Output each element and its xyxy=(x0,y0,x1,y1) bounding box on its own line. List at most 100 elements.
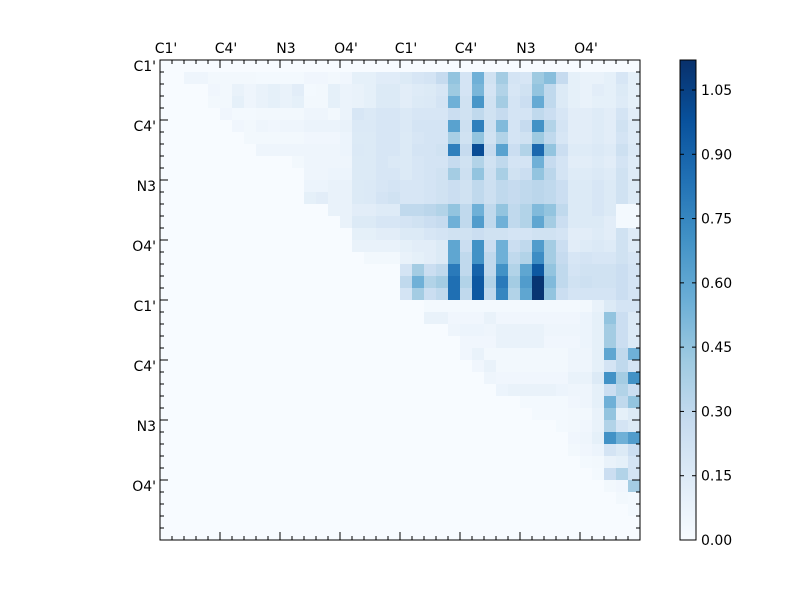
heatmap-cell xyxy=(340,84,352,96)
heatmap-cell xyxy=(472,144,484,156)
heatmap-cell xyxy=(424,144,436,156)
heatmap-cell xyxy=(424,300,436,312)
heatmap-cell xyxy=(472,252,484,264)
heatmap-cell xyxy=(400,168,412,180)
heatmap-cell xyxy=(628,480,640,492)
heatmap-cell xyxy=(592,144,604,156)
heatmap-cell xyxy=(484,240,496,252)
heatmap-cell xyxy=(616,180,628,192)
heatmap-cell xyxy=(244,72,256,84)
colorbar-gradient xyxy=(679,59,697,541)
heatmap-cell xyxy=(340,180,352,192)
heatmap-cell xyxy=(448,312,460,324)
heatmap-cell xyxy=(220,108,232,120)
heatmap-cell xyxy=(376,96,388,108)
heatmap-cell xyxy=(448,144,460,156)
heatmap-cell xyxy=(304,180,316,192)
x-tick-label: C4' xyxy=(455,41,478,57)
heatmap-cell xyxy=(604,252,616,264)
heatmap-cell xyxy=(592,312,604,324)
x-tick-label: C1' xyxy=(395,41,418,57)
heatmap-cell xyxy=(484,228,496,240)
heatmap-cell xyxy=(472,348,484,360)
heatmap-cell xyxy=(472,180,484,192)
heatmap-cell xyxy=(520,180,532,192)
heatmap-cell xyxy=(508,132,520,144)
heatmap-cell xyxy=(352,84,364,96)
heatmap-cell xyxy=(616,192,628,204)
heatmap-cell xyxy=(520,312,532,324)
heatmap-cell xyxy=(556,96,568,108)
heatmap-cell xyxy=(568,84,580,96)
heatmap-cell xyxy=(580,204,592,216)
colorbar-ticks: 0.00 0.15 0.30 0.45 0.60 0.75 0.90 1.05 xyxy=(680,83,732,549)
heatmap-cell xyxy=(364,252,376,264)
heatmap-cell xyxy=(520,360,532,372)
heatmap-cell xyxy=(544,348,556,360)
heatmap-cell xyxy=(412,168,424,180)
heatmap-cell xyxy=(604,456,616,468)
heatmap-cell xyxy=(628,456,640,468)
heatmap-cell xyxy=(496,348,508,360)
heatmap-cell xyxy=(580,456,592,468)
heatmap-cell xyxy=(484,276,496,288)
heatmap-cell xyxy=(376,216,388,228)
heatmap-cell xyxy=(580,444,592,456)
heatmap-cell xyxy=(424,168,436,180)
heatmap-cell xyxy=(280,72,292,84)
heatmap-cell xyxy=(592,372,604,384)
heatmap-cell xyxy=(628,420,640,432)
heatmap-cell xyxy=(604,240,616,252)
heatmap-cell xyxy=(616,336,628,348)
heatmap-cell xyxy=(292,96,304,108)
heatmap-cell xyxy=(616,96,628,108)
heatmap-cell xyxy=(628,360,640,372)
heatmap-cell xyxy=(616,240,628,252)
heatmap-cell xyxy=(580,240,592,252)
heatmap-cell xyxy=(544,264,556,276)
heatmap-cell xyxy=(424,84,436,96)
heatmap-cell xyxy=(508,96,520,108)
heatmap-cell xyxy=(604,348,616,360)
heatmap-cell xyxy=(604,480,616,492)
heatmap-cell xyxy=(436,312,448,324)
heatmap-cell xyxy=(268,120,280,132)
heatmap-cell xyxy=(460,180,472,192)
heatmap-cell xyxy=(292,108,304,120)
heatmap-cell xyxy=(508,204,520,216)
heatmap-cell xyxy=(472,264,484,276)
heatmap-cell xyxy=(616,132,628,144)
heatmap-cell xyxy=(436,84,448,96)
heatmap-cell xyxy=(364,156,376,168)
heatmap-cell xyxy=(340,132,352,144)
heatmap-cell xyxy=(424,228,436,240)
heatmap-cell xyxy=(616,120,628,132)
heatmap-cell xyxy=(580,300,592,312)
heatmap-cell xyxy=(436,72,448,84)
heatmap-cell xyxy=(532,84,544,96)
heatmap-cell xyxy=(520,84,532,96)
heatmap-cell xyxy=(532,336,544,348)
heatmap-cell xyxy=(568,252,580,264)
heatmap-cell xyxy=(388,252,400,264)
heatmap-cell xyxy=(628,432,640,444)
heatmap-cell xyxy=(328,72,340,84)
heatmap-cell xyxy=(364,132,376,144)
heatmap-cell xyxy=(508,360,520,372)
heatmap-cell xyxy=(604,72,616,84)
heatmap-cell xyxy=(520,228,532,240)
heatmap-cell xyxy=(580,264,592,276)
heatmap-cell xyxy=(484,108,496,120)
heatmap-cell xyxy=(508,144,520,156)
heatmap-cell xyxy=(412,288,424,300)
heatmap-cell xyxy=(280,96,292,108)
heatmap-cell xyxy=(364,240,376,252)
heatmap-cell xyxy=(616,252,628,264)
heatmap-cell xyxy=(376,168,388,180)
heatmap-cell xyxy=(520,300,532,312)
heatmap-cell xyxy=(520,168,532,180)
heatmap-cell xyxy=(448,120,460,132)
heatmap-cell xyxy=(604,276,616,288)
heatmap-cell xyxy=(484,120,496,132)
heatmap-cell xyxy=(460,312,472,324)
